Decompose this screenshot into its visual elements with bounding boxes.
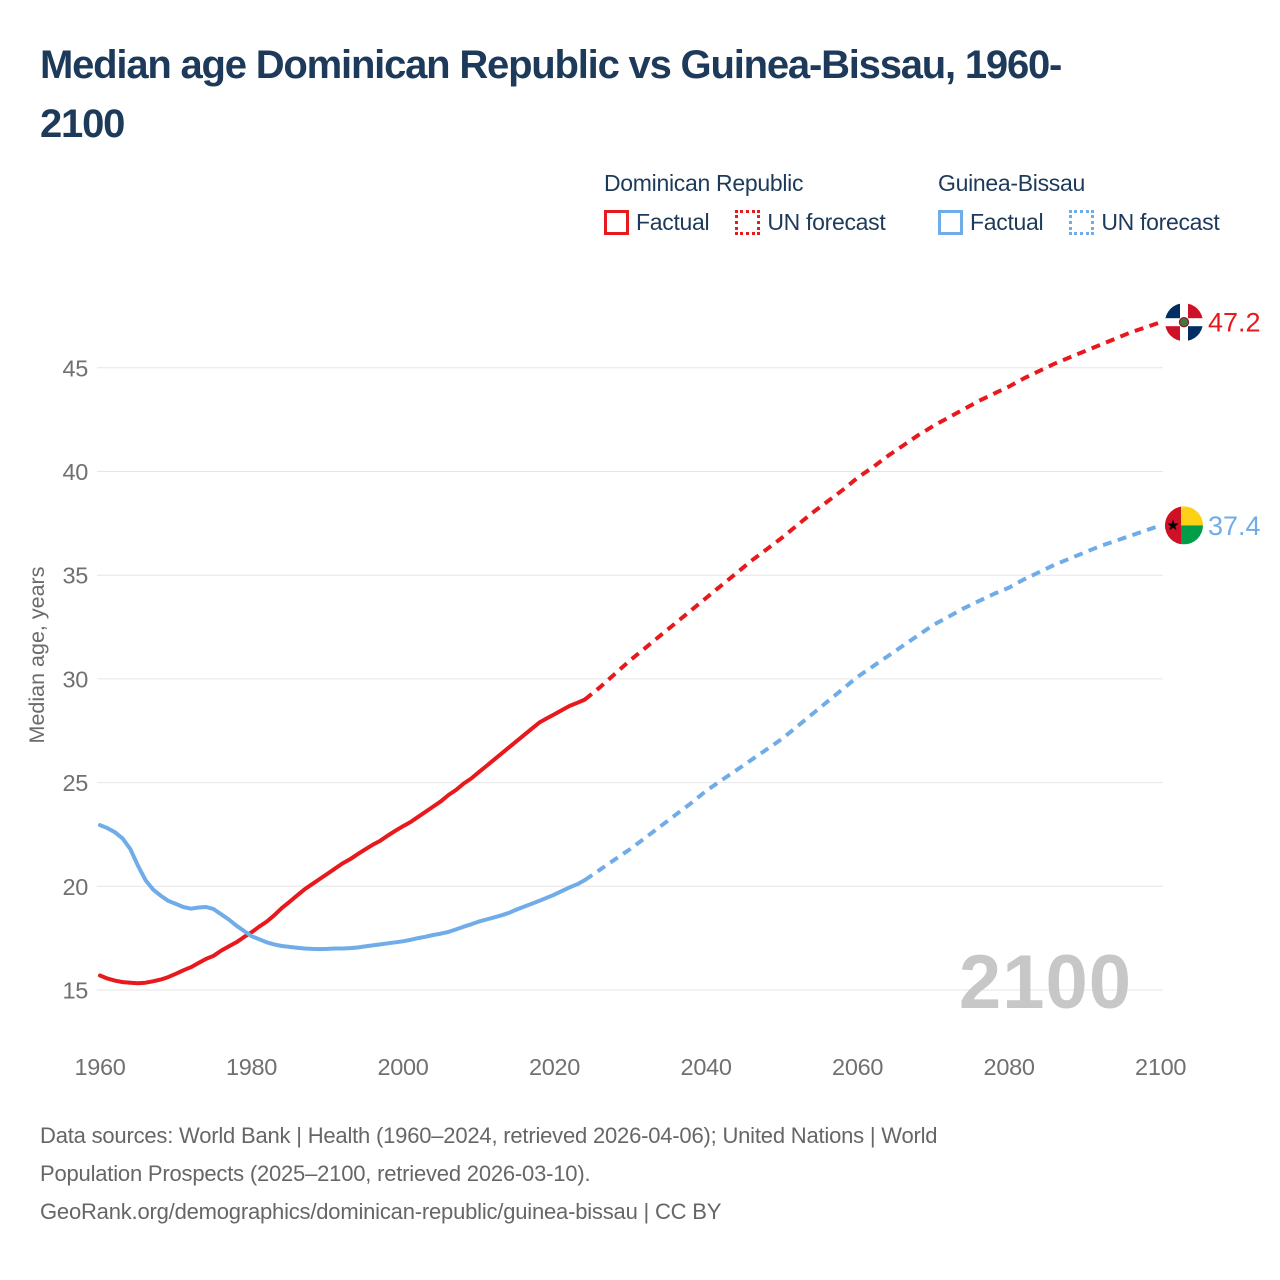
legend-swatch-dr-forecast	[735, 210, 761, 235]
footer-attribution-line: GeoRank.org/demographics/dominican-repub…	[40, 1199, 722, 1224]
legend-label-gb-factual: Factual	[970, 209, 1044, 235]
y-tick-label: 20	[62, 874, 88, 900]
series-dominican-republic-factual	[98, 697, 587, 986]
legend-group-title-dominican-republic: Dominican Republic	[604, 170, 804, 196]
x-tick-label: 1960	[74, 1054, 125, 1080]
x-tick-label: 2040	[681, 1054, 732, 1080]
series-guinea-bissau-forecast	[583, 523, 1162, 882]
dr-end-value-label: 47.2	[1208, 308, 1261, 338]
footer-data-sources-line-2: Population Prospects (2025–2100, retriev…	[40, 1161, 591, 1186]
x-tick-label: 2080	[984, 1054, 1035, 1080]
legend-label-dr-factual: Factual	[636, 209, 710, 235]
dominican-republic-flag-icon	[1165, 303, 1203, 342]
y-axis-title: Median age, years	[25, 567, 49, 744]
x-tick-label: 2000	[377, 1054, 428, 1080]
grid-layer: 15 20 25 30 35 40 45 1960 1980 2000 2020 2040 2060 20…	[62, 355, 1186, 1080]
x-tick-label: 1980	[226, 1054, 277, 1080]
footer: Data sources: World Bank | Health (1960–…	[40, 1117, 938, 1231]
legend-label-gb-forecast: UN forecast	[1101, 209, 1220, 235]
series-guinea-bissau-factual	[98, 823, 587, 952]
legend-label-dr-forecast: UN forecast	[767, 209, 886, 235]
series-dominican-republic-forecast	[583, 320, 1162, 702]
x-tick-label: 2060	[832, 1054, 883, 1080]
y-tick-label: 40	[62, 459, 88, 485]
y-tick-label: 15	[62, 978, 88, 1004]
legend-group-guinea-bissau: Guinea-Bissau Factual UN forecast	[938, 170, 1220, 236]
chart-title-line-2: 2100	[40, 102, 125, 146]
legend-swatch-dr-factual	[604, 210, 629, 235]
x-tick-label: 2100	[1135, 1054, 1186, 1080]
footer-data-sources-line-1: Data sources: World Bank | Health (1960–…	[40, 1123, 938, 1148]
end-markers: 47.2 37.4	[1165, 303, 1261, 545]
x-tick-label: 2020	[529, 1054, 580, 1080]
chart-title-line-1: Median age Dominican Republic vs Guinea-…	[40, 43, 1062, 87]
y-tick-label: 25	[62, 770, 88, 796]
watermark-year: 2100	[959, 940, 1132, 1025]
legend-swatch-gb-forecast	[1069, 210, 1095, 235]
guinea-bissau-flag-icon	[1165, 506, 1203, 545]
y-tick-label: 45	[62, 355, 88, 381]
legend-swatch-gb-factual	[938, 210, 963, 235]
y-tick-label: 35	[62, 563, 88, 589]
gb-end-value-label: 37.4	[1208, 511, 1261, 541]
chart-title: Median age Dominican Republic vs Guinea-…	[40, 36, 1062, 154]
legend-group-title-guinea-bissau: Guinea-Bissau	[938, 170, 1085, 196]
legend-group-dominican-republic: Dominican Republic Factual UN forecast	[604, 170, 886, 236]
series-layer	[98, 320, 1162, 986]
y-tick-label: 30	[62, 666, 88, 692]
